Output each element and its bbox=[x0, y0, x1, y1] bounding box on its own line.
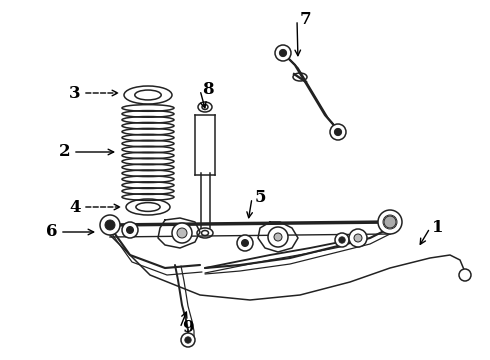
Circle shape bbox=[274, 233, 282, 241]
Circle shape bbox=[177, 228, 187, 238]
Circle shape bbox=[172, 223, 192, 243]
Circle shape bbox=[242, 239, 248, 247]
Circle shape bbox=[275, 45, 291, 61]
Circle shape bbox=[339, 237, 345, 243]
Circle shape bbox=[335, 233, 349, 247]
Circle shape bbox=[126, 226, 133, 234]
Text: 4: 4 bbox=[69, 198, 81, 216]
Circle shape bbox=[100, 215, 120, 235]
Circle shape bbox=[181, 333, 195, 347]
Circle shape bbox=[354, 234, 362, 242]
Text: 7: 7 bbox=[299, 12, 311, 28]
Text: 1: 1 bbox=[432, 220, 444, 237]
Circle shape bbox=[105, 220, 115, 230]
Circle shape bbox=[268, 227, 288, 247]
Text: 6: 6 bbox=[46, 224, 58, 240]
Text: 9: 9 bbox=[182, 320, 194, 337]
Text: 5: 5 bbox=[254, 189, 266, 207]
Circle shape bbox=[279, 49, 287, 57]
Circle shape bbox=[185, 337, 191, 343]
Text: 2: 2 bbox=[59, 144, 71, 161]
Circle shape bbox=[378, 210, 402, 234]
Circle shape bbox=[330, 124, 346, 140]
Circle shape bbox=[122, 222, 138, 238]
Text: 3: 3 bbox=[69, 85, 81, 102]
Circle shape bbox=[349, 229, 367, 247]
Circle shape bbox=[237, 235, 253, 251]
Circle shape bbox=[334, 129, 342, 136]
Text: 8: 8 bbox=[202, 81, 214, 99]
Circle shape bbox=[459, 269, 471, 281]
Circle shape bbox=[384, 216, 396, 228]
